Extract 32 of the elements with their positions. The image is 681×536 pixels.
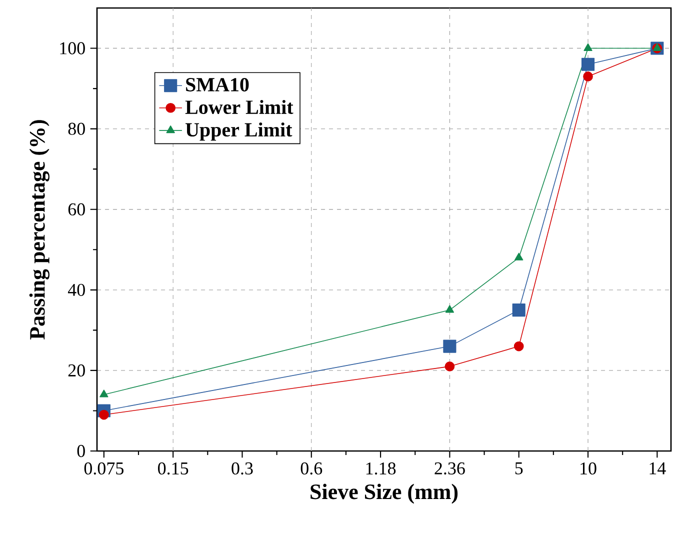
- point: [581, 58, 595, 71]
- legend-label: Upper Limit: [186, 122, 292, 141]
- legend-label: Lower Limit: [185, 100, 294, 114]
- y-tick-label: 100: [60, 42, 85, 54]
- y-tick-label: 60: [68, 203, 85, 216]
- legend-label: SMA10: [186, 78, 249, 92]
- point: [100, 390, 108, 398]
- x-tick-label: 5: [515, 462, 523, 474]
- x-tick-label: 1.18: [366, 462, 396, 475]
- point: [445, 305, 454, 313]
- x-tick-label: 2.36: [434, 462, 465, 475]
- y-tick-label: 80: [68, 122, 85, 135]
- point: [583, 72, 593, 82]
- x-axis-title: Sieve Size (mm): [310, 484, 458, 504]
- point: [514, 341, 524, 352]
- y-tick-label: 40: [68, 284, 85, 296]
- point: [98, 410, 109, 420]
- x-tick-label: 0.15: [158, 462, 188, 475]
- x-tick-label: 0.075: [84, 462, 124, 475]
- point: [443, 340, 456, 353]
- x-tick-label: 0.6: [300, 462, 322, 475]
- x-tick-label: 14: [650, 462, 666, 474]
- point: [514, 252, 524, 260]
- y-tick-label: 20: [68, 364, 85, 377]
- point: [584, 43, 592, 51]
- x-tick-label: 0.3: [232, 462, 253, 475]
- y-tick-label: 0: [77, 444, 85, 458]
- point: [512, 304, 526, 317]
- x-tick-label: 10: [580, 462, 596, 475]
- point: [652, 43, 662, 51]
- y-axis-title: Passing percentage (%): [29, 120, 50, 340]
- point: [444, 361, 455, 372]
